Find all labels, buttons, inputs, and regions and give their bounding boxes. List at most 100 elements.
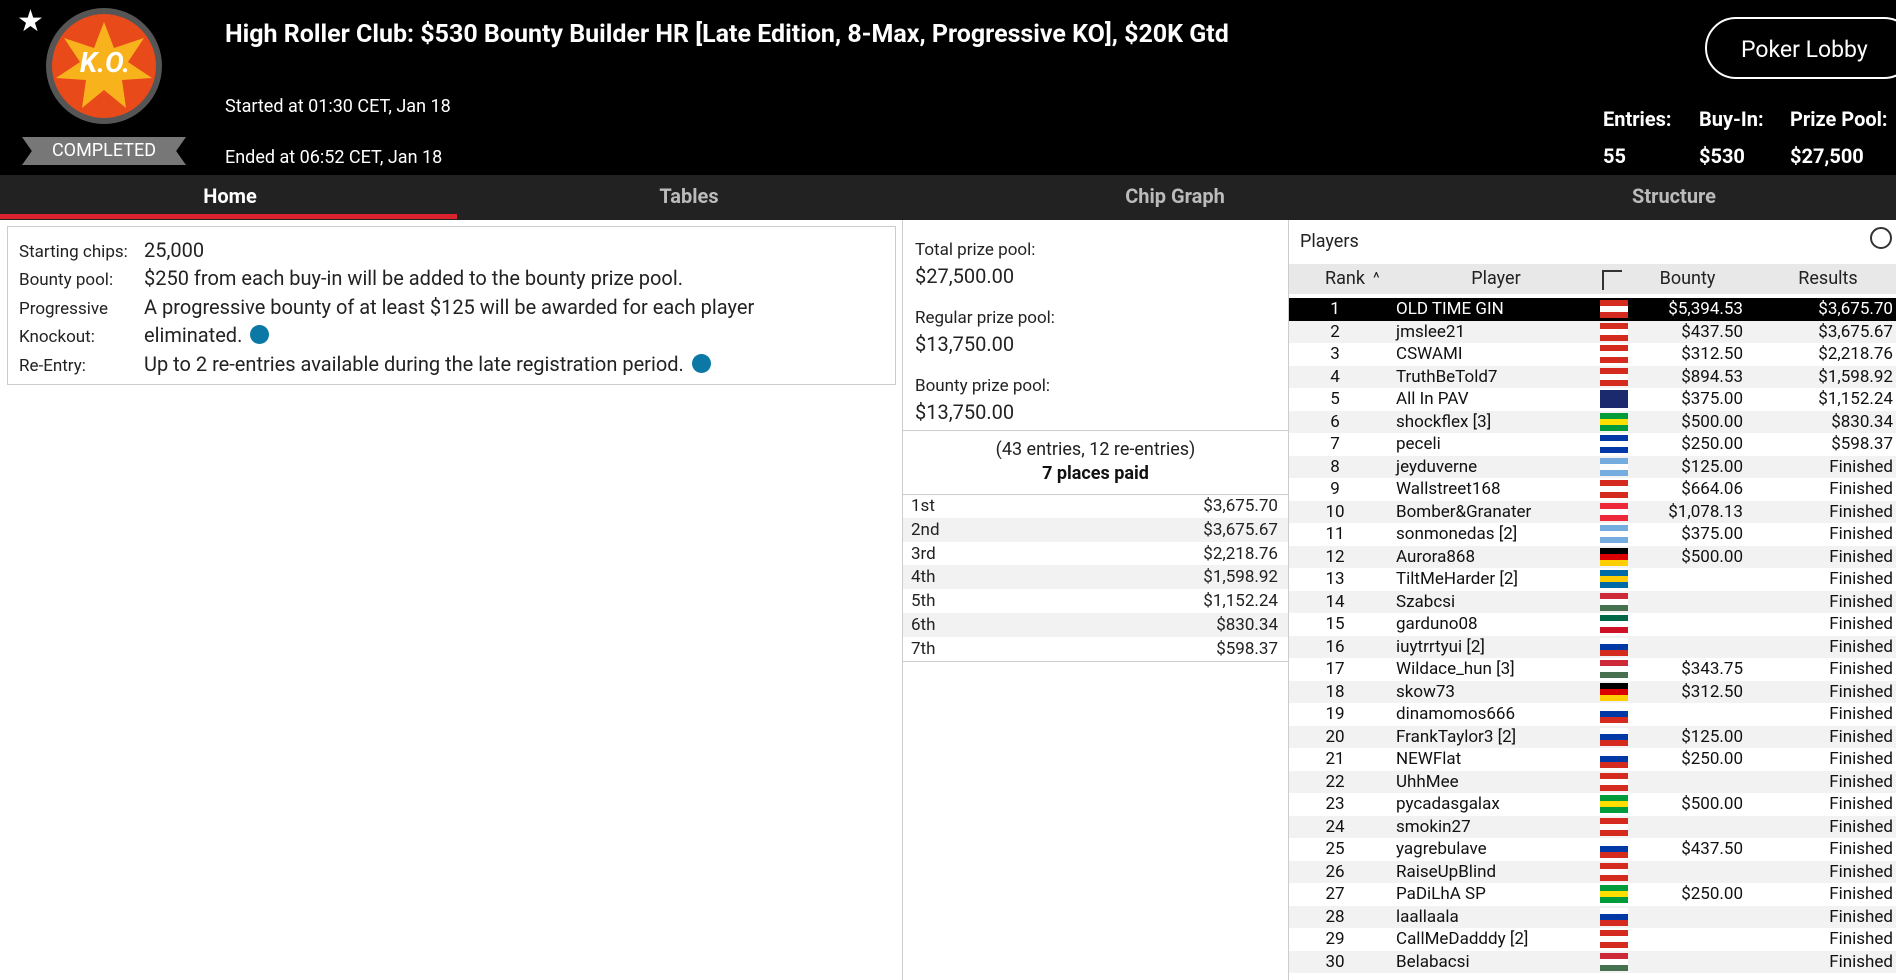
player-row[interactable] [1289, 950, 1896, 973]
player-name: RaiseUpBlind [1396, 861, 1497, 882]
player-row[interactable] [1289, 433, 1896, 456]
player-row[interactable] [1289, 748, 1896, 771]
player-row[interactable] [1289, 545, 1896, 568]
tab[interactable]: Chip Graph [1125, 184, 1225, 208]
flag-stripe [1600, 637, 1628, 644]
flag-stripe [1600, 694, 1628, 701]
player-row[interactable] [1289, 365, 1896, 388]
rank: 16 [1325, 636, 1345, 657]
column-header[interactable]: Bounty [1659, 268, 1716, 289]
player-row[interactable] [1289, 590, 1896, 613]
rank: 25 [1325, 839, 1345, 859]
result: Finished [1829, 659, 1893, 679]
column-header[interactable]: Rank [1325, 268, 1365, 289]
player-row[interactable] [1289, 703, 1896, 726]
result: Finished [1829, 816, 1893, 837]
info-icon[interactable] [691, 354, 711, 373]
result: Finished [1829, 749, 1893, 769]
player-name: FrankTaylor3 [2] [1396, 726, 1517, 747]
player-row[interactable] [1289, 928, 1896, 951]
rank: 26 [1325, 861, 1345, 882]
result: Finished [1829, 614, 1893, 634]
player-row[interactable] [1289, 410, 1896, 433]
flag-stripe [1600, 868, 1628, 875]
rank: 12 [1325, 546, 1345, 567]
player-row[interactable] [1289, 770, 1896, 793]
flag-stripe [1600, 615, 1628, 621]
result: $2,218.76 [1818, 344, 1893, 364]
flag-stripe [1600, 885, 1628, 891]
header [0, 0, 1896, 175]
result: Finished [1829, 591, 1893, 612]
bounty: $500.00 [1681, 546, 1743, 567]
tab[interactable]: Tables [659, 184, 719, 208]
flag-stripe [1600, 576, 1628, 582]
player-name: Belabacsi [1396, 951, 1470, 972]
player-row[interactable] [1289, 815, 1896, 838]
tab[interactable]: Home [203, 184, 257, 208]
info-icon[interactable] [250, 325, 270, 344]
flag-stripe [1600, 784, 1628, 791]
place: 4th [911, 567, 936, 588]
rank: 8 [1330, 456, 1340, 477]
search-icon[interactable] [1870, 227, 1892, 249]
player-row[interactable] [1289, 320, 1896, 343]
flag-stripe [1600, 817, 1628, 824]
place-row [903, 636, 1288, 661]
player-row[interactable] [1289, 883, 1896, 906]
flag-stripe [1600, 537, 1628, 543]
column-header[interactable]: Player [1471, 268, 1521, 289]
logo [46, 8, 162, 124]
flag-stripe [1600, 441, 1628, 447]
result: $598.37 [1831, 434, 1893, 454]
player-row[interactable] [1289, 838, 1896, 861]
player-name: jmslee21 [1396, 321, 1466, 342]
player-name: yagrebulave [1396, 839, 1487, 859]
rank: 9 [1330, 479, 1340, 499]
flag-stripe [1600, 559, 1628, 566]
place: 1st [911, 496, 935, 516]
poker-lobby-button[interactable]: Poker Lobby [1705, 17, 1896, 79]
player-row[interactable] [1289, 658, 1896, 681]
flag-stripe [1600, 502, 1628, 509]
flag-stripe [1600, 351, 1628, 357]
player-row[interactable] [1289, 343, 1896, 366]
result: Finished [1829, 906, 1893, 927]
player-row[interactable] [1289, 298, 1896, 321]
flag-stripe [1600, 447, 1628, 453]
rank: 23 [1325, 794, 1345, 814]
player-row[interactable] [1289, 860, 1896, 883]
flag-stripe [1600, 508, 1628, 515]
place-row [903, 613, 1288, 637]
player-row[interactable] [1289, 680, 1896, 703]
pool-label: Regular prize pool: [915, 308, 1055, 328]
column-header[interactable]: Results [1798, 268, 1858, 289]
flag-stripe [1600, 312, 1628, 318]
result: Finished [1829, 794, 1893, 814]
player-row[interactable] [1289, 500, 1896, 523]
player-row[interactable] [1289, 388, 1896, 411]
flag-stripe [1600, 598, 1628, 605]
sort-arrow: ^ [1373, 268, 1380, 287]
result: Finished [1829, 726, 1893, 747]
player-row[interactable] [1289, 635, 1896, 658]
player-row[interactable] [1289, 478, 1896, 501]
player-row[interactable] [1289, 568, 1896, 591]
player-row[interactable] [1289, 613, 1896, 636]
tab[interactable]: Structure [1632, 184, 1716, 208]
player-row[interactable] [1289, 523, 1896, 546]
player-row[interactable] [1289, 905, 1896, 928]
player-name: PaDiLhA SP [1396, 884, 1486, 904]
player-name: Bomber&Granater [1396, 501, 1532, 522]
place-prize: $830.34 [1216, 615, 1278, 635]
player-row[interactable] [1289, 793, 1896, 816]
flag-stripe [1600, 840, 1628, 846]
player-row[interactable] [1289, 455, 1896, 478]
flag-stripe [1600, 739, 1628, 746]
result: Finished [1829, 929, 1893, 949]
player-name: dinamomos666 [1396, 704, 1515, 724]
result: Finished [1829, 456, 1893, 477]
player-row[interactable] [1289, 725, 1896, 748]
rank: 6 [1330, 411, 1340, 432]
favorite-star[interactable]: ★ [17, 4, 44, 39]
